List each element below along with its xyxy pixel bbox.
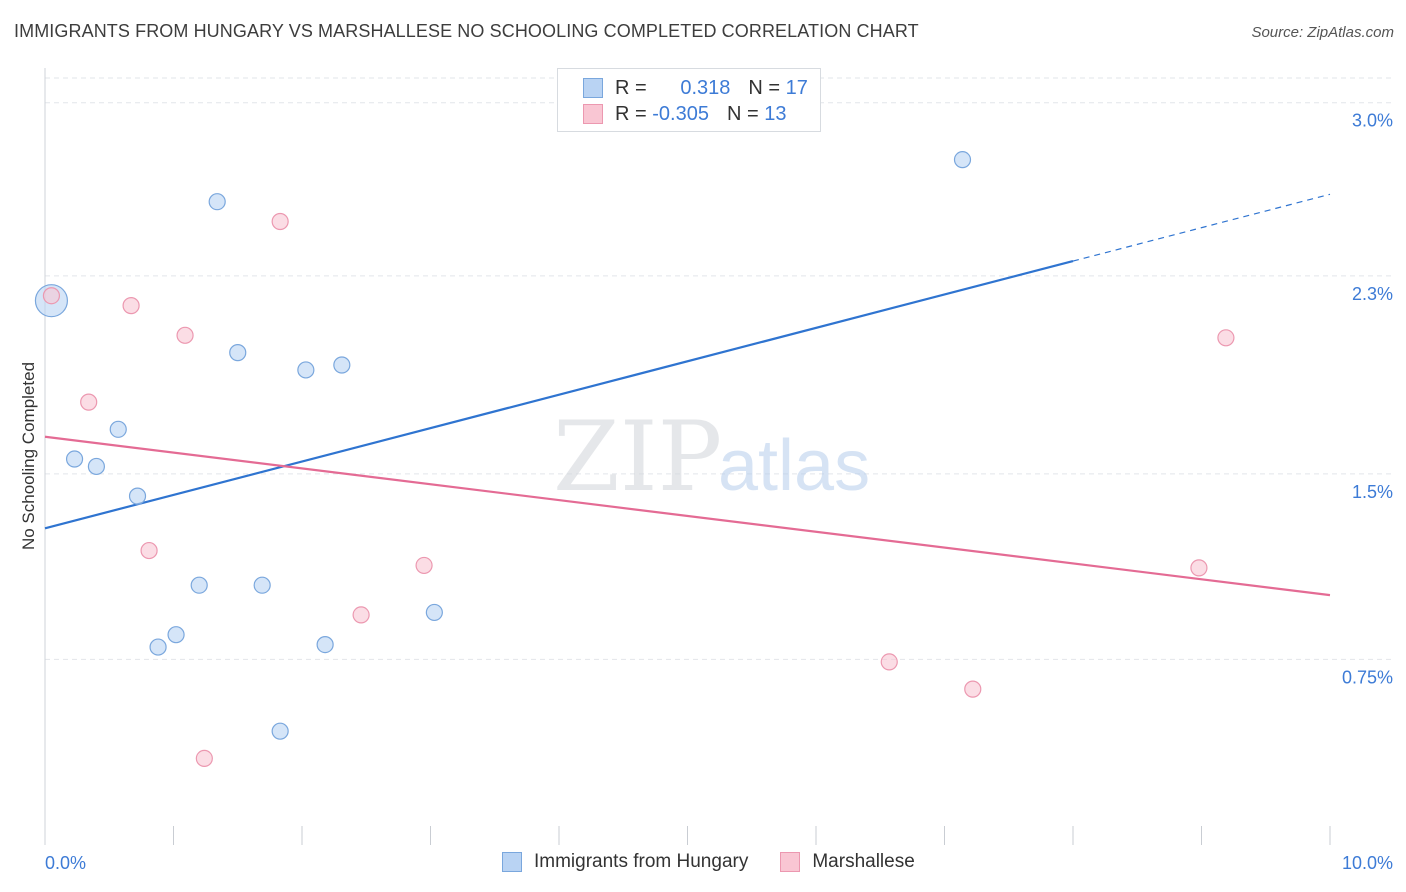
hungary-point[interactable] <box>109 420 127 438</box>
marshallese-point[interactable] <box>42 287 61 305</box>
y-tick-label: 3.0% <box>1352 111 1393 131</box>
hungary-point[interactable] <box>953 151 972 169</box>
y-tick-labels: 0.75% 1.5% 2.3% 3.0% <box>1342 111 1393 688</box>
x-tick-label: 10.0% <box>1342 853 1393 873</box>
hungary-point[interactable] <box>297 361 315 379</box>
hungary-point[interactable] <box>271 722 289 740</box>
y-tick-label: 1.5% <box>1352 482 1393 502</box>
hungary-trend-line <box>44 260 1074 530</box>
r-value: -0.305 <box>652 102 709 125</box>
watermark: ZIP atlas <box>553 401 870 513</box>
hungary-point[interactable] <box>128 487 147 505</box>
hungary-trend-extension <box>1072 193 1331 262</box>
n-value: 17 <box>785 76 808 99</box>
marshallese-point[interactable] <box>195 749 213 768</box>
legend-item-hungary[interactable]: Immigrants from Hungary <box>502 851 748 873</box>
marshallese-point[interactable] <box>1217 329 1235 347</box>
series-legend: Immigrants from Hungary Marshallese <box>502 851 947 873</box>
marshallese-point[interactable] <box>176 326 194 344</box>
hungary-point[interactable] <box>87 457 106 476</box>
source-label: Source: ZipAtlas.com <box>1251 24 1394 41</box>
hungary-point[interactable] <box>316 635 334 654</box>
legend-label: Marshallese <box>812 851 915 872</box>
y-tick-label: 0.75% <box>1342 667 1393 687</box>
data-points <box>34 151 1235 768</box>
stats-row-marshallese: R = -0.305 N = 13 <box>558 101 786 127</box>
hungary-swatch <box>583 78 603 98</box>
hungary-point[interactable] <box>190 576 208 594</box>
y-axis-label: No Schooling Completed <box>19 362 38 550</box>
marshallese-point[interactable] <box>880 653 898 671</box>
hungary-point[interactable] <box>333 356 351 374</box>
hungary-point[interactable] <box>425 603 443 622</box>
n-value: 13 <box>764 102 787 125</box>
stats-legend: R = 0.318 N = 17 R = -0.305 N = 13 <box>557 68 821 132</box>
marshallese-point[interactable] <box>122 297 140 315</box>
n-label: N = <box>726 102 759 125</box>
marshallese-point[interactable] <box>80 393 98 411</box>
hungary-point[interactable] <box>229 344 247 362</box>
hungary-point[interactable] <box>167 626 185 644</box>
x-axis-ticks <box>173 826 1331 845</box>
trend-lines <box>44 193 1331 597</box>
marshallese-point[interactable] <box>1190 559 1208 577</box>
r-label: R = <box>615 76 647 99</box>
r-value: 0.318 <box>680 76 731 99</box>
legend-label: Immigrants from Hungary <box>534 851 749 872</box>
grid-lines <box>45 77 1392 660</box>
chart-title: IMMIGRANTS FROM HUNGARY VS MARSHALLESE N… <box>14 21 919 41</box>
watermark-zip: ZIP <box>553 401 722 513</box>
marshallese-point[interactable] <box>140 541 158 560</box>
marshallese-swatch <box>583 104 603 124</box>
hungary-point[interactable] <box>65 450 84 468</box>
hungary-swatch <box>502 852 522 872</box>
x-tick-labels: 0.0% 10.0% <box>45 853 1393 873</box>
hungary-point[interactable] <box>208 193 226 211</box>
marshallese-point[interactable] <box>271 212 289 231</box>
r-label: R = <box>615 102 647 125</box>
y-tick-label: 2.3% <box>1352 284 1393 304</box>
hungary-point[interactable] <box>149 638 167 656</box>
marshallese-point[interactable] <box>964 680 982 698</box>
n-label: N = <box>748 76 781 99</box>
marshallese-point[interactable] <box>415 556 433 575</box>
legend-item-marshallese[interactable]: Marshallese <box>780 851 915 873</box>
marshallese-swatch <box>780 852 801 872</box>
watermark-atlas: atlas <box>718 426 870 506</box>
x-tick-label: 0.0% <box>45 853 86 873</box>
hungary-point[interactable] <box>253 576 271 594</box>
stats-row-hungary: R = 0.318 N = 17 <box>558 75 808 101</box>
marshallese-point[interactable] <box>352 606 370 624</box>
marshallese-trend-line <box>44 435 1331 597</box>
